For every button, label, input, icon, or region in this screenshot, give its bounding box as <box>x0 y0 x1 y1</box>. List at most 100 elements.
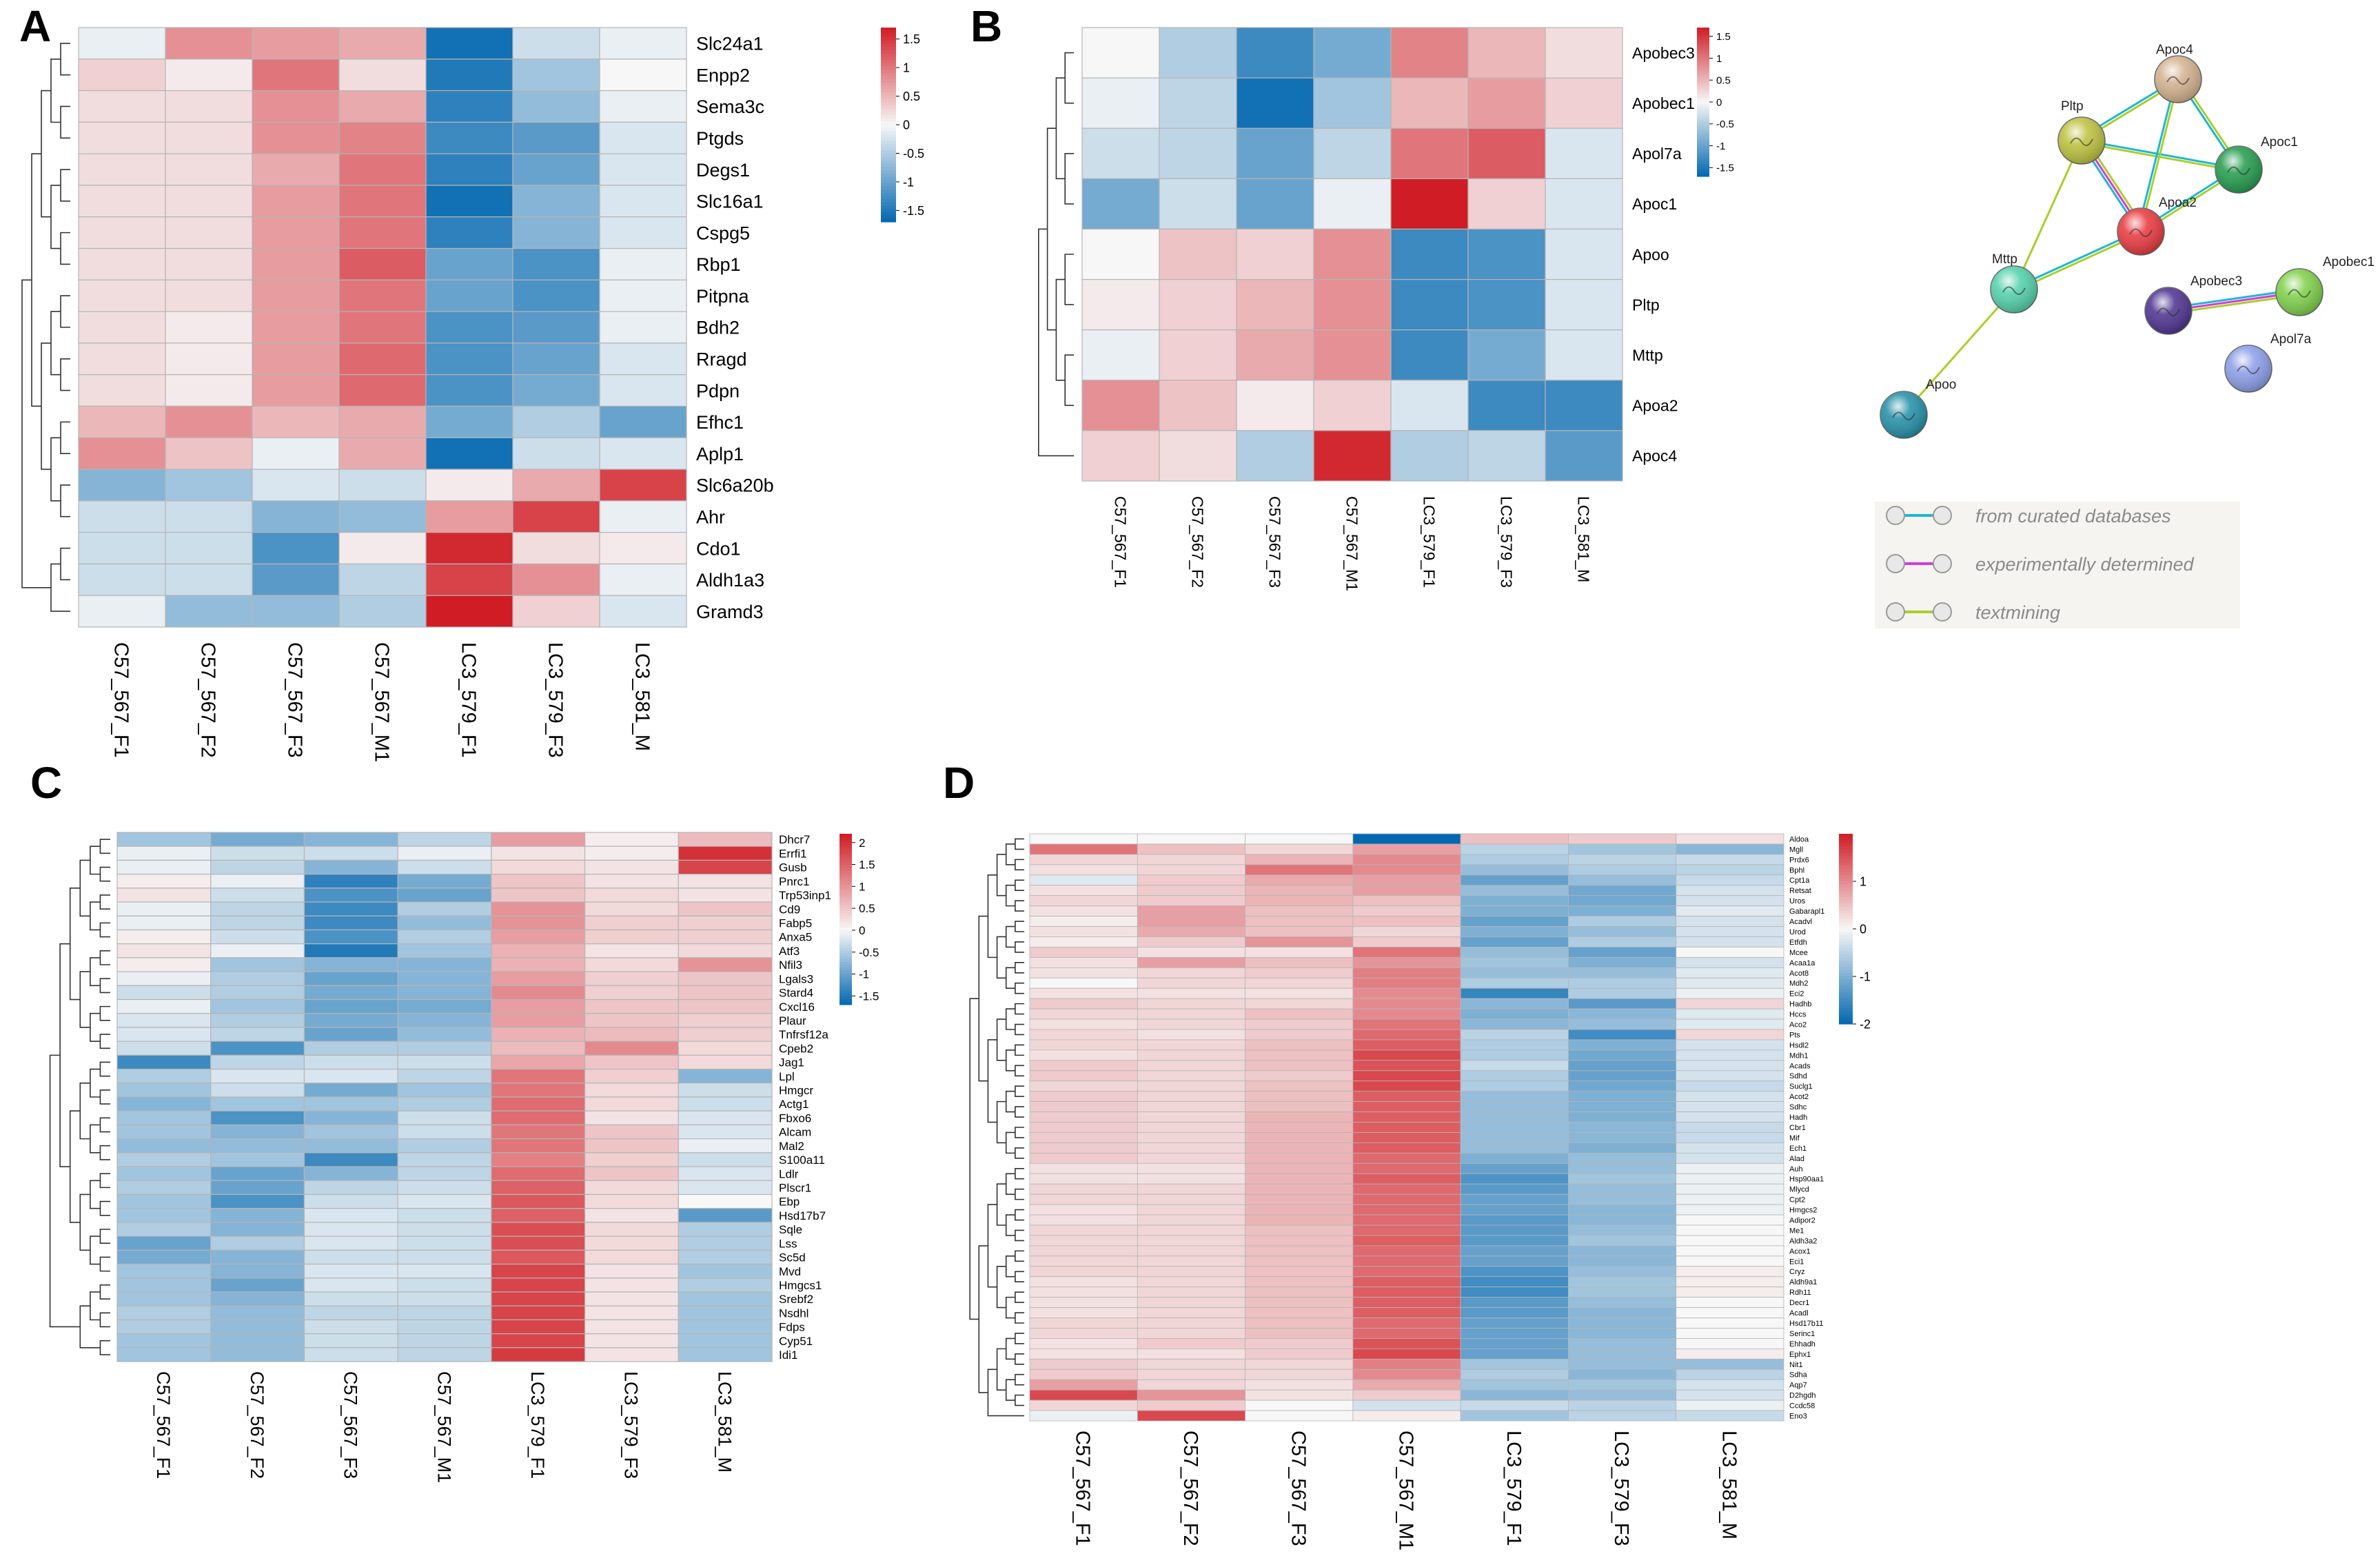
heatmap-cell <box>1460 1276 1569 1288</box>
heatmap-cell <box>78 595 166 628</box>
heatmap-cell <box>1352 1008 1461 1020</box>
heatmap-cell <box>116 859 212 875</box>
heatmap-cell <box>1676 1328 1784 1339</box>
dendrogram-branch <box>59 943 70 1167</box>
heatmap-cell <box>397 998 492 1014</box>
heatmap-cell <box>584 1319 679 1335</box>
panel-label-b: B <box>970 1 1002 51</box>
node-shine <box>2215 146 2262 193</box>
heatmap-cell <box>1352 905 1461 916</box>
heatmap-cell <box>1352 1091 1461 1103</box>
heatmap-cell <box>1159 178 1237 230</box>
heatmap-cell <box>210 1278 305 1293</box>
legend-swatch <box>840 865 852 869</box>
heatmap-cell <box>1029 1255 1138 1267</box>
heatmap-cell <box>116 915 212 931</box>
heatmap-cell <box>1568 1183 1677 1195</box>
heatmap-cell <box>303 888 398 903</box>
legend-swatch <box>1697 104 1709 107</box>
heatmap-cell <box>1245 1193 1354 1205</box>
row-label: Apobec1 <box>1632 94 1695 112</box>
heatmap-cell <box>1029 833 1138 845</box>
heatmap-cell <box>1460 1348 1569 1360</box>
heatmap-cell <box>303 859 398 875</box>
heatmap-cell <box>303 1249 398 1265</box>
heatmap-cell <box>252 563 340 596</box>
dendrogram-branch <box>90 845 101 875</box>
legend-swatch <box>840 945 852 948</box>
dendrogram-branch <box>1015 1271 1024 1283</box>
heatmap-cell <box>210 1138 305 1154</box>
heatmap-cell <box>491 957 586 972</box>
legend-swatch <box>1839 868 1853 872</box>
legend-swatch <box>1697 82 1709 85</box>
dendrogram-branch <box>978 915 988 1082</box>
heatmap-cell <box>210 985 305 1001</box>
dendrogram-branch <box>69 1110 81 1223</box>
legend-swatch <box>1697 57 1709 61</box>
heatmap-cell <box>1137 1091 1245 1103</box>
heatmap-cell <box>1460 1235 1569 1247</box>
heatmap-cell <box>1029 854 1138 865</box>
heatmap-cell <box>678 943 773 959</box>
heatmap-cell <box>491 1319 586 1335</box>
heatmap-cell <box>1676 987 1784 999</box>
row-label: Hmgcr <box>779 1084 813 1097</box>
heatmap-cell <box>1236 228 1314 280</box>
legend-swatch <box>840 837 852 840</box>
heatmap-cell <box>1352 1204 1461 1216</box>
legend-tick-label: 0 <box>1716 96 1722 108</box>
heatmap-cell <box>1236 178 1314 230</box>
heatmap-cell <box>252 405 340 438</box>
heatmap-cell <box>116 971 212 986</box>
heatmap-cell <box>1467 278 1546 331</box>
row-label: Cspg5 <box>696 223 750 243</box>
heatmap-cell <box>397 1027 492 1042</box>
column-label: LC3_579_F1 <box>527 1371 548 1479</box>
heatmap-cell <box>599 279 687 312</box>
legend-tick-label: -1 <box>903 175 914 189</box>
legend-swatch <box>1839 1011 1853 1015</box>
heatmap-cell <box>1390 380 1469 431</box>
heatmap-cell <box>678 1249 773 1265</box>
legend-swatch <box>840 853 852 857</box>
heatmap-cell <box>1676 1152 1784 1164</box>
heatmap-cell <box>584 1068 679 1084</box>
heatmap-cell <box>1352 1018 1461 1030</box>
legend-swatch <box>881 137 896 142</box>
row-label: Ehhadh <box>1789 1340 1815 1349</box>
row-label: Mdh1 <box>1789 1052 1809 1060</box>
legend-textmining-label: textmining <box>1975 602 2060 623</box>
legend-swatch <box>881 218 896 223</box>
row-label: Anxa5 <box>779 931 812 944</box>
heatmap-cell <box>1245 926 1354 937</box>
legend-swatch <box>1839 995 1853 999</box>
column-label: C57_567_F3 <box>1266 496 1284 588</box>
heatmap-cell <box>425 216 513 249</box>
heatmap-cell <box>1137 1183 1245 1195</box>
heatmap-cell <box>397 1068 492 1084</box>
legend-swatch <box>1697 28 1709 31</box>
row-label: Fabp5 <box>779 916 812 930</box>
heatmap-cell <box>78 90 166 123</box>
heatmap-cell <box>512 595 600 628</box>
heatmap-cell <box>165 27 253 60</box>
dendrogram-branch <box>1038 228 1074 457</box>
heatmap-cell <box>1245 1039 1354 1051</box>
row-label: Acaa1a <box>1789 959 1815 967</box>
heatmap-cell <box>512 59 600 92</box>
heatmap-cell <box>1245 1338 1354 1349</box>
legend-swatch <box>1697 37 1709 41</box>
heatmap-cell <box>397 1083 492 1098</box>
heatmap-cell <box>1676 1224 1784 1236</box>
heatmap-cell <box>1245 1318 1354 1329</box>
heatmap-cell <box>1460 1091 1569 1103</box>
heatmap-cell <box>1137 854 1245 865</box>
heatmap-cell <box>1568 977 1677 989</box>
heatmap-cell <box>1676 1132 1784 1143</box>
heatmap-cell <box>338 153 427 186</box>
heatmap-cell <box>1568 854 1677 865</box>
legend-swatch <box>1697 59 1709 63</box>
heatmap-cell <box>1460 1039 1569 1051</box>
legend-swatch <box>1697 84 1709 88</box>
